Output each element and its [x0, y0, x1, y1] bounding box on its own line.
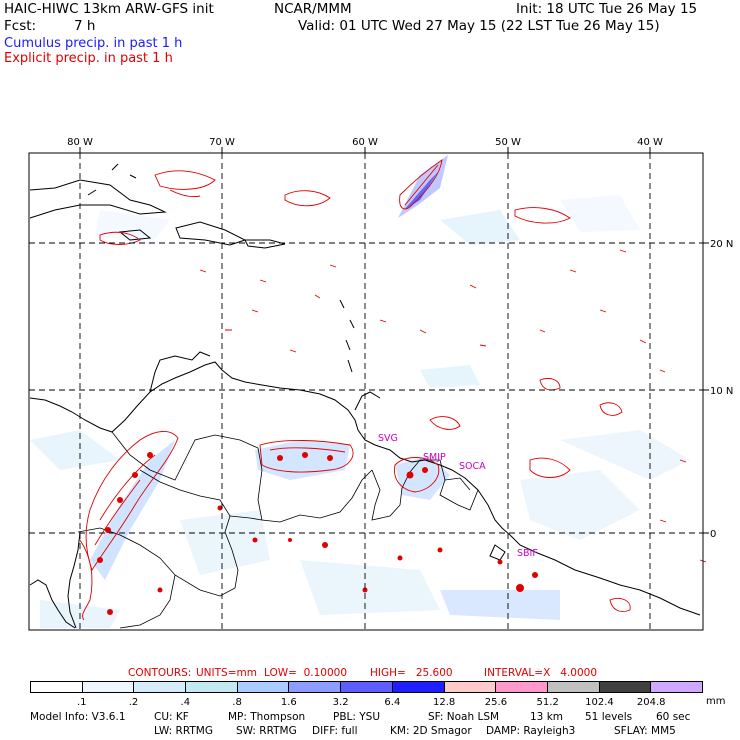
- colorbar-tick-label: 1.6: [280, 697, 297, 708]
- map-frame: [28, 152, 704, 631]
- station-label: SVG: [378, 433, 398, 444]
- model-info-levels: 51 levels: [585, 711, 633, 723]
- colorbar: [30, 681, 703, 693]
- colorbar-tick-label: 204.8: [636, 697, 666, 708]
- contours-high: HIGH= 25.600: [370, 667, 453, 679]
- model-info-damp: DAMP: Rayleigh3: [486, 725, 576, 737]
- heavy-precip-cells: [97, 452, 538, 615]
- colorbar-swatch: [444, 682, 497, 692]
- frame-ticks: [79, 147, 709, 534]
- contours-label: CONTOURS:: [128, 667, 192, 679]
- model-info-mp: MP: Thompson: [228, 711, 306, 723]
- fcst-value: 7 h: [74, 18, 96, 34]
- model-info-dt: 60 sec: [656, 711, 691, 723]
- colorbar-swatch: [547, 682, 600, 692]
- colorbar-tick-label: 25.6: [484, 697, 508, 708]
- colorbar-swatch: [341, 682, 393, 692]
- station-label: SOCA: [459, 461, 486, 472]
- init-time: Init: 18 UTC Tue 26 May 15: [516, 1, 698, 17]
- lon-label: 80 W: [67, 137, 93, 148]
- colorbar-swatch: [134, 682, 187, 692]
- colorbar-tick-label: .1: [76, 697, 87, 708]
- center-label: NCAR/MMM: [274, 1, 352, 17]
- lat-label: 10 N: [710, 386, 733, 397]
- colorbar-swatch: [392, 682, 445, 692]
- colorbar-tick-label: 3.2: [332, 697, 349, 708]
- model-info-cu: CU: KF: [154, 711, 189, 723]
- explicit-legend: Explicit precip. in past 1 h: [4, 51, 173, 66]
- lat-label: 20 N: [710, 239, 733, 250]
- model-info-sflay: SFLAY: MM5: [614, 725, 676, 737]
- model-info-pbl: PBL: YSU: [333, 711, 381, 723]
- lon-label: 40 W: [637, 137, 663, 148]
- lon-label: 70 W: [209, 137, 235, 148]
- explicit-precip-contours: [79, 159, 707, 621]
- contours-low: LOW= 0.10000: [264, 667, 348, 679]
- colorbar-tick-label: 51.2: [536, 697, 559, 708]
- station-label: SBIF: [517, 548, 538, 559]
- latlon-grid: [29, 153, 703, 630]
- colorbar-swatch: [651, 682, 702, 692]
- colorbar-swatch: [31, 682, 83, 692]
- model-info-sf: SF: Noah LSM: [428, 711, 500, 723]
- contours-units: UNITS=mm: [196, 667, 257, 679]
- colorbar-swatch: [599, 682, 652, 692]
- lon-label: 50 W: [495, 137, 521, 148]
- colorbar-tick-label: 12.8: [433, 697, 456, 708]
- model-info-lw: LW: RRTMG: [154, 725, 213, 737]
- country-borders: [77, 431, 479, 629]
- colorbar-swatch: [82, 682, 135, 692]
- cumulus-precip-field: [30, 155, 690, 628]
- colorbar-units: mm: [706, 696, 726, 707]
- colorbar-tick-label: .4: [180, 697, 191, 708]
- colorbar-tick-label: .8: [232, 697, 242, 708]
- cumulus-legend: Cumulus precip. in past 1 h: [4, 36, 183, 51]
- colorbar-tick-label: 102.4: [585, 697, 614, 708]
- model-info-diff: DIFF: full: [312, 725, 358, 737]
- model-info-sw: SW: RRTMG: [236, 725, 297, 737]
- colorbar-swatch: [186, 682, 238, 692]
- colorbar-tick-label: .2: [128, 697, 139, 708]
- colorbar-swatch: [289, 682, 342, 692]
- model-title: HAIC-HIWC 13km ARW-GFS init: [4, 1, 214, 17]
- model-info-res: 13 km: [530, 711, 564, 723]
- colorbar-tick-label: 6.4: [384, 697, 401, 708]
- model-info-1: Model Info: V3.6.1: [30, 711, 126, 723]
- valid-time: Valid: 01 UTC Wed 27 May 15 (22 LST Tue …: [298, 18, 660, 34]
- station-label: SMJP: [423, 452, 446, 463]
- colorbar-swatch: [496, 682, 548, 692]
- coastlines: [29, 163, 701, 629]
- colorbar-swatch: [237, 682, 290, 692]
- contours-interval: INTERVAL=X 4.0000: [484, 667, 598, 679]
- fcst-label: Fcst:: [4, 18, 37, 34]
- lat-label: 0: [710, 529, 716, 540]
- model-info-km: KM: 2D Smagor: [390, 725, 472, 737]
- lon-label: 60 W: [352, 137, 378, 148]
